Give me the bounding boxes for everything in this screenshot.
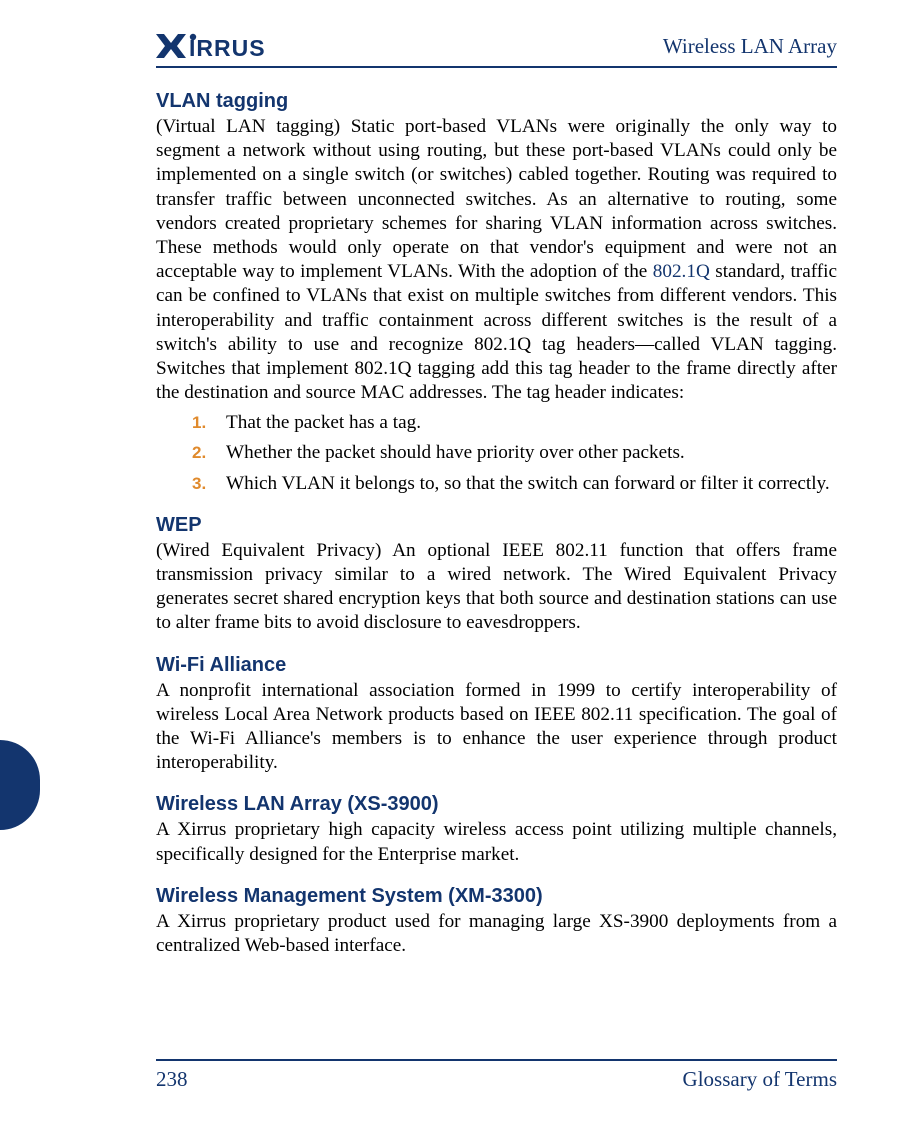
list-number: 3. (156, 472, 210, 496)
list-item: 2. Whether the packet should have priori… (156, 441, 837, 465)
list-number: 2. (156, 441, 210, 465)
body-text-post: standard, traffic can be confined to VLA… (156, 261, 837, 403)
glossary-body: (Virtual LAN tagging) Static port-based … (156, 115, 837, 405)
tag-header-list: 1. That the packet has a tag. 2. Whether… (156, 411, 837, 496)
glossary-term: Wireless Management System (XM-3300) (156, 885, 837, 908)
glossary-term: Wi-Fi Alliance (156, 654, 837, 677)
side-tab (0, 740, 40, 830)
list-item: 1. That the packet has a tag. (156, 411, 837, 435)
page-header: IRRUS Wireless LAN Array (156, 32, 837, 68)
list-text: Which VLAN it belongs to, so that the sw… (210, 472, 837, 496)
brand-logo: IRRUS (156, 32, 306, 60)
glossary-body: A Xirrus proprietary high capacity wirel… (156, 818, 837, 866)
glossary-term: Wireless LAN Array (XS-3900) (156, 793, 837, 816)
header-title: Wireless LAN Array (663, 34, 837, 59)
body-text-pre: (Virtual LAN tagging) Static port-based … (156, 116, 837, 282)
xirrus-logo-icon: IRRUS (156, 32, 306, 60)
page-footer: 238 Glossary of Terms (156, 1059, 837, 1092)
glossary-body: A nonprofit international association fo… (156, 679, 837, 776)
glossary-body: A Xirrus proprietary product used for ma… (156, 910, 837, 958)
svg-text:IRRUS: IRRUS (189, 35, 266, 60)
glossary-term: WEP (156, 514, 837, 537)
page-number: 238 (156, 1067, 188, 1092)
footer-section: Glossary of Terms (683, 1067, 837, 1092)
inline-link-8021q[interactable]: 802.1Q (653, 261, 710, 282)
list-text: That the packet has a tag. (210, 411, 837, 435)
glossary-body: (Wired Equivalent Privacy) An optional I… (156, 539, 837, 636)
list-number: 1. (156, 411, 210, 435)
list-text: Whether the packet should have priority … (210, 441, 837, 465)
glossary-term: VLAN tagging (156, 90, 837, 113)
list-item: 3. Which VLAN it belongs to, so that the… (156, 472, 837, 496)
page: IRRUS Wireless LAN Array VLAN tagging (V… (0, 0, 903, 1138)
